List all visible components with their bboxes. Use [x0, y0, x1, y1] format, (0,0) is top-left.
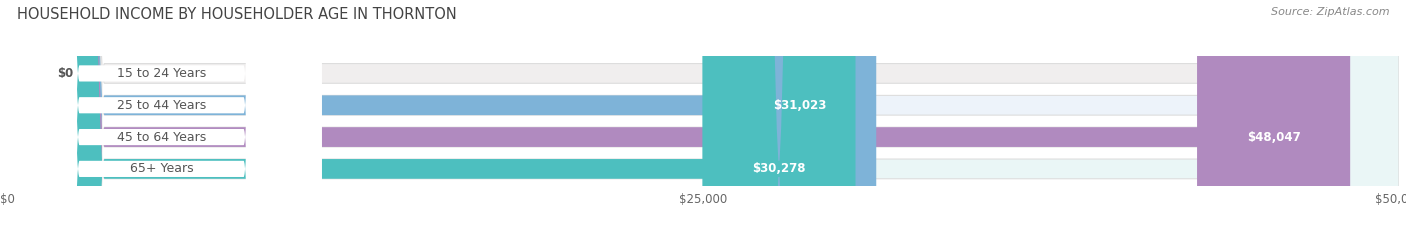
FancyBboxPatch shape: [723, 0, 876, 233]
Text: $0: $0: [58, 67, 73, 80]
FancyBboxPatch shape: [7, 0, 1399, 233]
FancyBboxPatch shape: [7, 0, 851, 233]
FancyBboxPatch shape: [1, 0, 322, 233]
Text: 15 to 24 Years: 15 to 24 Years: [117, 67, 207, 80]
FancyBboxPatch shape: [7, 0, 1399, 233]
Text: Source: ZipAtlas.com: Source: ZipAtlas.com: [1271, 7, 1389, 17]
FancyBboxPatch shape: [7, 0, 1344, 233]
Text: HOUSEHOLD INCOME BY HOUSEHOLDER AGE IN THORNTON: HOUSEHOLD INCOME BY HOUSEHOLDER AGE IN T…: [17, 7, 457, 22]
FancyBboxPatch shape: [1197, 0, 1350, 233]
Text: $31,023: $31,023: [773, 99, 827, 112]
Text: $48,047: $48,047: [1247, 130, 1301, 144]
FancyBboxPatch shape: [1, 0, 322, 233]
Text: 25 to 44 Years: 25 to 44 Years: [117, 99, 207, 112]
FancyBboxPatch shape: [1, 0, 322, 233]
FancyBboxPatch shape: [7, 0, 870, 233]
FancyBboxPatch shape: [7, 0, 1399, 233]
Text: 45 to 64 Years: 45 to 64 Years: [117, 130, 207, 144]
Text: 65+ Years: 65+ Years: [129, 162, 194, 175]
FancyBboxPatch shape: [7, 0, 1399, 233]
FancyBboxPatch shape: [703, 0, 855, 233]
Text: $30,278: $30,278: [752, 162, 806, 175]
FancyBboxPatch shape: [1, 0, 322, 233]
